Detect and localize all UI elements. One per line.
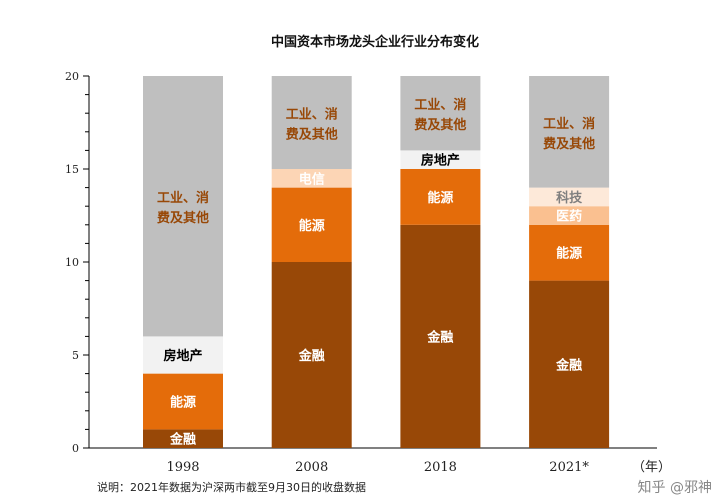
bar-segment (529, 224, 610, 281)
bar-segment (271, 187, 352, 262)
segment-label: 费及其他 (414, 117, 466, 133)
watermark: 知乎 @邪神 (638, 479, 712, 496)
segment-label: 能源 (299, 218, 325, 234)
bar-segment (400, 150, 481, 169)
bar-segment (400, 224, 481, 448)
segment-label: 工业、消 (414, 97, 466, 113)
bar-segment (143, 76, 223, 337)
segment-label: 金融 (169, 432, 196, 448)
chart-title: 中国资本市场龙头企业行业分布变化 (271, 34, 479, 50)
segment-label: 能源 (170, 395, 196, 411)
y-tick-label: 0 (72, 442, 79, 455)
bar-segment (529, 76, 610, 188)
bar-segment (400, 169, 481, 225)
y-tick-label: 5 (72, 349, 79, 362)
bar-segment (143, 373, 223, 430)
y-tick-label: 10 (65, 256, 79, 269)
bar-segment (271, 169, 352, 188)
bar-segment (143, 429, 223, 448)
segment-label: 工业、消 (157, 190, 209, 206)
x-tick-label: 2018 (424, 460, 457, 475)
y-tick-label: 15 (65, 163, 79, 176)
bar-segment (529, 206, 610, 225)
chart-note: 说明：2021年数据为沪深两市截至9月30日的收盘数据 (97, 480, 366, 494)
segment-label: 工业、消 (543, 116, 595, 132)
segment-label: 科技 (556, 190, 583, 206)
bar-segment (529, 280, 610, 448)
x-tick-label: 2008 (295, 460, 328, 475)
bar-segment (271, 76, 352, 169)
segment-label: 费及其他 (286, 127, 338, 143)
segment-label: 金融 (555, 357, 582, 373)
segment-label: 医药 (556, 209, 582, 225)
bar-segment (271, 262, 352, 448)
segment-label: 费及其他 (543, 136, 595, 152)
bar-segment (400, 76, 481, 151)
bar-segment (529, 187, 610, 207)
segment-label: 能源 (556, 246, 582, 262)
y-tick-label: 20 (65, 70, 79, 83)
segment-label: 金融 (298, 348, 325, 364)
segment-label: 电信 (299, 171, 325, 187)
segment-label: 能源 (427, 190, 453, 206)
segment-label: 房地产 (163, 348, 202, 364)
segment-label: 工业、消 (286, 107, 338, 123)
segment-label: 金融 (426, 329, 453, 345)
x-unit-label: （年） (632, 460, 671, 475)
segment-label: 费及其他 (157, 210, 209, 226)
x-tick-label: 1998 (166, 460, 199, 475)
segment-label: 房地产 (421, 153, 460, 169)
x-tick-label: 2021* (549, 460, 589, 475)
bar-segment (143, 336, 223, 374)
